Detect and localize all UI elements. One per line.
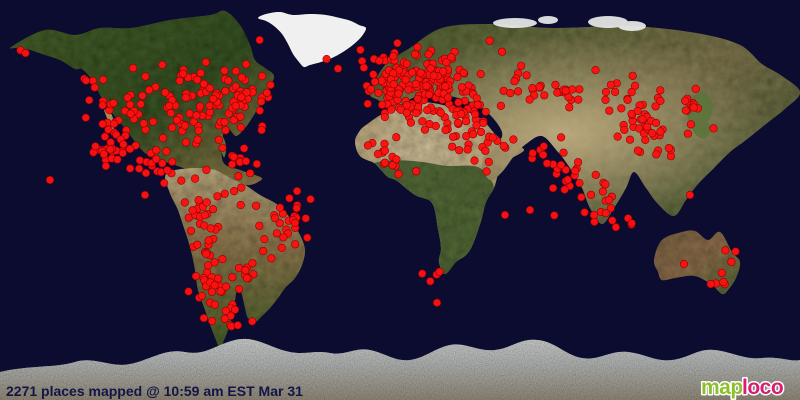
svg-text:loco: loco	[742, 376, 783, 399]
svg-text:2271 places mapped @ 10:59 am: 2271 places mapped @ 10:59 am EST Mar 31	[6, 383, 303, 399]
svg-text:map: map	[701, 376, 743, 399]
